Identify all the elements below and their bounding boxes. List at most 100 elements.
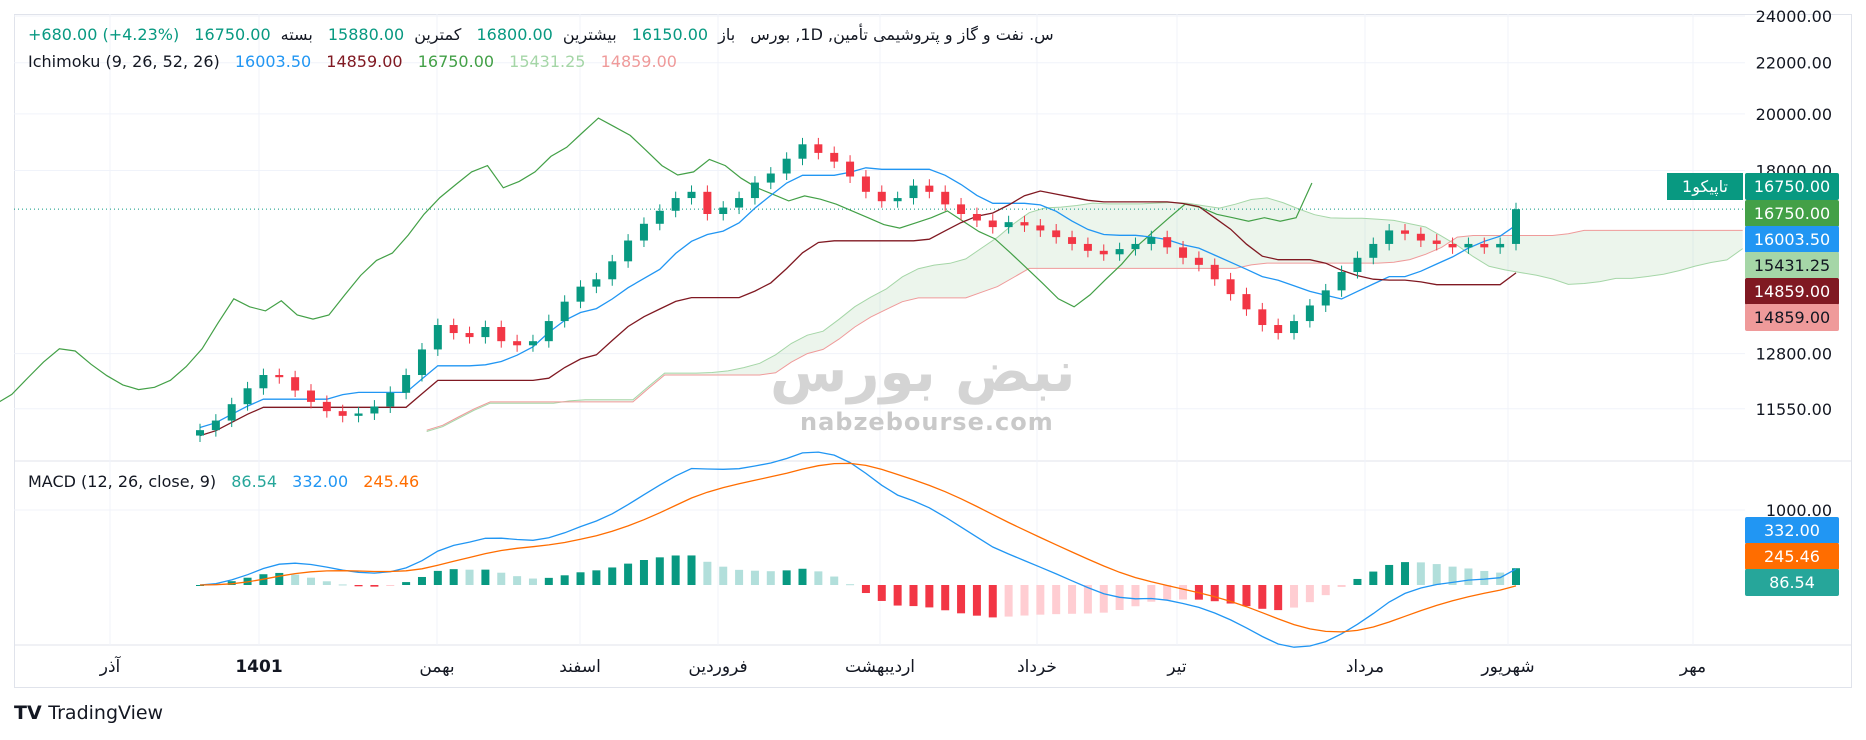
candle-body xyxy=(227,404,236,421)
macd-histogram-bar xyxy=(1432,564,1441,585)
close-value: 16750.00 xyxy=(194,25,271,44)
candle-body xyxy=(1401,230,1410,234)
macd-histogram-bar xyxy=(1448,566,1457,585)
ichimoku-legend[interactable]: Ichimoku (9, 26, 52, 26) 16003.50 14859.… xyxy=(28,52,687,71)
candle-body xyxy=(370,406,379,414)
macd-histogram-bar xyxy=(513,576,522,585)
candle-body xyxy=(1115,249,1124,255)
macd-histogram-bar xyxy=(196,585,204,586)
macd-histogram-bar xyxy=(957,585,966,614)
time-tick-label: 1401 xyxy=(235,657,282,677)
candle-body xyxy=(1305,305,1314,322)
macd-histogram-bar xyxy=(988,585,997,618)
watermark-text: nabzebourse.com xyxy=(800,408,1054,436)
macd-histogram-bar xyxy=(1464,568,1473,585)
candle-body xyxy=(814,144,823,153)
price-axis-tag: 16750.00 xyxy=(1745,173,1839,200)
macd-histogram-bar xyxy=(1321,585,1330,596)
macd-histogram-bar xyxy=(1036,585,1045,615)
high-value: 16800.00 xyxy=(476,25,553,44)
candle-body xyxy=(750,182,759,199)
macd-histogram-bar xyxy=(782,570,791,585)
candle-body xyxy=(196,430,204,436)
price-axis-tag: 16750.00 xyxy=(1745,200,1839,227)
price-tick-label: 22000.00 xyxy=(1756,54,1832,73)
candle-body xyxy=(1194,257,1203,265)
macd-signal-value: 245.46 xyxy=(363,472,420,491)
candle-body xyxy=(1179,247,1188,258)
time-tick-label: تیر xyxy=(1166,657,1187,677)
macd-histogram-bar xyxy=(909,585,918,607)
ichimoku-lagging-line xyxy=(0,117,1313,403)
macd-histogram-bar xyxy=(1337,585,1346,587)
ichimoku-span-b: 14859.00 xyxy=(600,52,677,71)
macd-histogram-bar xyxy=(306,577,315,585)
macd-axis-tag: 332.00 xyxy=(1745,517,1839,544)
candle-body xyxy=(1416,233,1425,241)
macd-histogram-bar xyxy=(1163,585,1172,600)
time-tick-label: فروردین xyxy=(688,657,747,677)
macd-histogram-bar xyxy=(1147,585,1156,602)
macd-histogram-bar xyxy=(655,557,664,585)
macd-histogram-bar xyxy=(1083,585,1092,614)
open-value: 16150.00 xyxy=(631,25,709,44)
macd-histogram-bar xyxy=(386,585,395,586)
macd-histogram-bar xyxy=(687,555,696,585)
candle-body xyxy=(1448,243,1457,248)
macd-histogram-bar xyxy=(481,569,490,585)
candle-body xyxy=(703,191,712,214)
macd-histogram-bar xyxy=(703,561,712,585)
ichimoku-span-a: 15431.25 xyxy=(509,52,586,71)
candle-body xyxy=(1321,290,1330,306)
candle-body xyxy=(1226,279,1235,295)
macd-histogram-bar xyxy=(544,577,553,585)
macd-histogram-bar xyxy=(846,584,855,586)
candle-body xyxy=(354,413,363,416)
candle-body xyxy=(988,220,997,228)
macd-axis-tag: 86.54 xyxy=(1745,569,1839,596)
candle-body xyxy=(402,375,411,393)
candle-body xyxy=(655,210,664,224)
watermark-logo: نبض بورس xyxy=(770,340,1076,405)
high-label: بیشترین xyxy=(562,25,617,44)
macd-histogram-bar xyxy=(1210,585,1219,602)
symbol-title[interactable]: س. نفت و گاز و پتروشیمی تأمین, 1D, بورس xyxy=(750,25,1054,44)
macd-histogram-bar xyxy=(1258,585,1267,609)
candle-body xyxy=(624,240,633,262)
candle-body xyxy=(957,204,966,214)
price-axis-tag: 14859.00 xyxy=(1745,304,1839,331)
macd-legend[interactable]: MACD (12, 26, close, 9) 86.54 332.00 245… xyxy=(28,472,429,491)
candle-body xyxy=(465,333,474,338)
time-tick-label: شهریور xyxy=(1480,657,1534,677)
candle-body xyxy=(449,325,458,334)
macd-histogram-bar xyxy=(1480,570,1489,585)
candle-body xyxy=(830,152,839,162)
price-tick-label: 24000.00 xyxy=(1756,7,1832,26)
candle-body xyxy=(1052,230,1061,238)
macd-histogram-bar xyxy=(528,578,537,585)
macd-histogram-bar xyxy=(861,585,870,594)
time-tick-label: آذر xyxy=(99,655,122,677)
candle-body xyxy=(592,279,601,287)
price-tick-label: 20000.00 xyxy=(1756,105,1832,124)
candle-body xyxy=(1004,222,1013,228)
ichimoku-base: 14859.00 xyxy=(326,52,403,71)
macd-histogram-bar xyxy=(1305,585,1314,603)
time-tick-label: مهر xyxy=(1679,657,1706,677)
macd-histogram-bar xyxy=(1226,585,1235,604)
macd-histogram-bar xyxy=(1068,585,1077,614)
macd-histogram-bar xyxy=(402,582,411,585)
macd-histogram-bar xyxy=(1004,585,1013,617)
macd-histogram-bar xyxy=(1052,585,1061,615)
tradingview-logo[interactable]: TV TradingView xyxy=(14,702,163,724)
macd-histogram-bar xyxy=(576,572,585,585)
macd-histogram-bar xyxy=(1401,562,1410,585)
candle-body xyxy=(497,327,506,342)
tv-logo-icon: TV xyxy=(14,702,42,724)
candle-body xyxy=(1099,250,1108,255)
candle-body xyxy=(608,261,617,280)
macd-histogram-bar xyxy=(972,585,981,616)
macd-histogram-bar xyxy=(227,581,236,585)
candle-body xyxy=(417,349,426,376)
